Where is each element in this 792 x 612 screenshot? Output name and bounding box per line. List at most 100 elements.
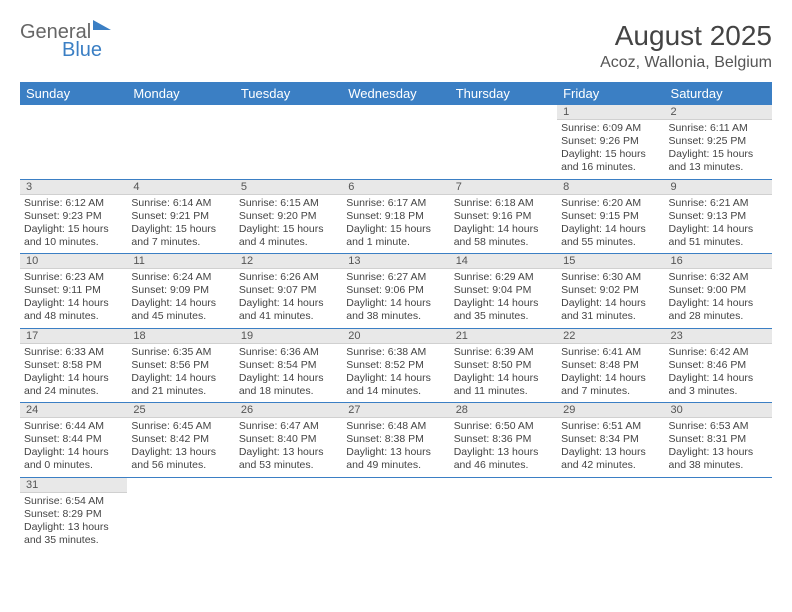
calendar-day-cell: 11Sunrise: 6:24 AMSunset: 9:09 PMDayligh…	[127, 254, 234, 329]
day-details: Sunrise: 6:51 AMSunset: 8:34 PMDaylight:…	[557, 418, 664, 477]
calendar-day-cell: 3Sunrise: 6:12 AMSunset: 9:23 PMDaylight…	[20, 179, 127, 254]
calendar-week-row: 10Sunrise: 6:23 AMSunset: 9:11 PMDayligh…	[20, 254, 772, 329]
day-details: Sunrise: 6:54 AMSunset: 8:29 PMDaylight:…	[20, 493, 127, 552]
calendar-day-cell: 14Sunrise: 6:29 AMSunset: 9:04 PMDayligh…	[450, 254, 557, 329]
day-number: 6	[342, 180, 449, 195]
weekday-header: Saturday	[665, 82, 772, 105]
day-details: Sunrise: 6:18 AMSunset: 9:16 PMDaylight:…	[450, 195, 557, 254]
calendar-table: SundayMondayTuesdayWednesdayThursdayFrid…	[20, 82, 772, 551]
day-number: 21	[450, 329, 557, 344]
day-number: 18	[127, 329, 234, 344]
header: GeneralBlue August 2025 Acoz, Wallonia, …	[20, 20, 772, 72]
day-details: Sunrise: 6:29 AMSunset: 9:04 PMDaylight:…	[450, 269, 557, 328]
day-details: Sunrise: 6:27 AMSunset: 9:06 PMDaylight:…	[342, 269, 449, 328]
day-details: Sunrise: 6:21 AMSunset: 9:13 PMDaylight:…	[665, 195, 772, 254]
day-details: Sunrise: 6:47 AMSunset: 8:40 PMDaylight:…	[235, 418, 342, 477]
calendar-day-cell	[342, 105, 449, 179]
weekday-header: Tuesday	[235, 82, 342, 105]
calendar-day-cell: 8Sunrise: 6:20 AMSunset: 9:15 PMDaylight…	[557, 179, 664, 254]
day-number: 27	[342, 403, 449, 418]
calendar-week-row: 31Sunrise: 6:54 AMSunset: 8:29 PMDayligh…	[20, 477, 772, 551]
calendar-day-cell: 25Sunrise: 6:45 AMSunset: 8:42 PMDayligh…	[127, 403, 234, 478]
day-number: 10	[20, 254, 127, 269]
day-number: 2	[665, 105, 772, 120]
calendar-day-cell: 28Sunrise: 6:50 AMSunset: 8:36 PMDayligh…	[450, 403, 557, 478]
day-number: 29	[557, 403, 664, 418]
day-details: Sunrise: 6:24 AMSunset: 9:09 PMDaylight:…	[127, 269, 234, 328]
calendar-day-cell: 6Sunrise: 6:17 AMSunset: 9:18 PMDaylight…	[342, 179, 449, 254]
calendar-week-row: 3Sunrise: 6:12 AMSunset: 9:23 PMDaylight…	[20, 179, 772, 254]
calendar-day-cell	[450, 477, 557, 551]
day-details: Sunrise: 6:39 AMSunset: 8:50 PMDaylight:…	[450, 344, 557, 403]
calendar-day-cell: 1Sunrise: 6:09 AMSunset: 9:26 PMDaylight…	[557, 105, 664, 179]
day-number: 11	[127, 254, 234, 269]
day-details: Sunrise: 6:42 AMSunset: 8:46 PMDaylight:…	[665, 344, 772, 403]
day-details: Sunrise: 6:36 AMSunset: 8:54 PMDaylight:…	[235, 344, 342, 403]
calendar-day-cell: 16Sunrise: 6:32 AMSunset: 9:00 PMDayligh…	[665, 254, 772, 329]
day-details: Sunrise: 6:12 AMSunset: 9:23 PMDaylight:…	[20, 195, 127, 254]
calendar-day-cell: 22Sunrise: 6:41 AMSunset: 8:48 PMDayligh…	[557, 328, 664, 403]
calendar-day-cell: 19Sunrise: 6:36 AMSunset: 8:54 PMDayligh…	[235, 328, 342, 403]
calendar-day-cell: 18Sunrise: 6:35 AMSunset: 8:56 PMDayligh…	[127, 328, 234, 403]
calendar-day-cell: 29Sunrise: 6:51 AMSunset: 8:34 PMDayligh…	[557, 403, 664, 478]
day-number: 8	[557, 180, 664, 195]
calendar-day-cell: 21Sunrise: 6:39 AMSunset: 8:50 PMDayligh…	[450, 328, 557, 403]
day-details: Sunrise: 6:26 AMSunset: 9:07 PMDaylight:…	[235, 269, 342, 328]
day-number: 20	[342, 329, 449, 344]
calendar-day-cell: 2Sunrise: 6:11 AMSunset: 9:25 PMDaylight…	[665, 105, 772, 179]
day-details: Sunrise: 6:50 AMSunset: 8:36 PMDaylight:…	[450, 418, 557, 477]
day-number: 3	[20, 180, 127, 195]
calendar-day-cell: 30Sunrise: 6:53 AMSunset: 8:31 PMDayligh…	[665, 403, 772, 478]
day-number: 12	[235, 254, 342, 269]
calendar-day-cell: 7Sunrise: 6:18 AMSunset: 9:16 PMDaylight…	[450, 179, 557, 254]
calendar-day-cell: 26Sunrise: 6:47 AMSunset: 8:40 PMDayligh…	[235, 403, 342, 478]
calendar-day-cell: 23Sunrise: 6:42 AMSunset: 8:46 PMDayligh…	[665, 328, 772, 403]
month-title: August 2025	[600, 20, 772, 52]
weekday-header: Friday	[557, 82, 664, 105]
calendar-day-cell	[450, 105, 557, 179]
calendar-header-row: SundayMondayTuesdayWednesdayThursdayFrid…	[20, 82, 772, 105]
calendar-day-cell: 9Sunrise: 6:21 AMSunset: 9:13 PMDaylight…	[665, 179, 772, 254]
day-details: Sunrise: 6:48 AMSunset: 8:38 PMDaylight:…	[342, 418, 449, 477]
calendar-day-cell: 5Sunrise: 6:15 AMSunset: 9:20 PMDaylight…	[235, 179, 342, 254]
calendar-week-row: 1Sunrise: 6:09 AMSunset: 9:26 PMDaylight…	[20, 105, 772, 179]
day-number: 25	[127, 403, 234, 418]
day-details: Sunrise: 6:17 AMSunset: 9:18 PMDaylight:…	[342, 195, 449, 254]
day-number: 28	[450, 403, 557, 418]
logo-text-2: Blue	[62, 39, 102, 61]
day-number: 13	[342, 254, 449, 269]
calendar-day-cell: 12Sunrise: 6:26 AMSunset: 9:07 PMDayligh…	[235, 254, 342, 329]
calendar-day-cell: 24Sunrise: 6:44 AMSunset: 8:44 PMDayligh…	[20, 403, 127, 478]
day-details: Sunrise: 6:32 AMSunset: 9:00 PMDaylight:…	[665, 269, 772, 328]
calendar-day-cell	[665, 477, 772, 551]
day-number: 17	[20, 329, 127, 344]
day-number: 23	[665, 329, 772, 344]
day-number: 30	[665, 403, 772, 418]
day-number: 1	[557, 105, 664, 120]
weekday-header: Thursday	[450, 82, 557, 105]
calendar-day-cell	[127, 477, 234, 551]
title-block: August 2025 Acoz, Wallonia, Belgium	[600, 20, 772, 72]
day-details: Sunrise: 6:09 AMSunset: 9:26 PMDaylight:…	[557, 120, 664, 179]
day-details: Sunrise: 6:41 AMSunset: 8:48 PMDaylight:…	[557, 344, 664, 403]
day-details: Sunrise: 6:20 AMSunset: 9:15 PMDaylight:…	[557, 195, 664, 254]
day-number: 31	[20, 478, 127, 493]
day-number: 22	[557, 329, 664, 344]
calendar-week-row: 17Sunrise: 6:33 AMSunset: 8:58 PMDayligh…	[20, 328, 772, 403]
calendar-day-cell	[342, 477, 449, 551]
day-number: 7	[450, 180, 557, 195]
calendar-day-cell: 15Sunrise: 6:30 AMSunset: 9:02 PMDayligh…	[557, 254, 664, 329]
day-number: 4	[127, 180, 234, 195]
calendar-day-cell: 27Sunrise: 6:48 AMSunset: 8:38 PMDayligh…	[342, 403, 449, 478]
day-number: 19	[235, 329, 342, 344]
weekday-header: Wednesday	[342, 82, 449, 105]
weekday-header: Monday	[127, 82, 234, 105]
day-details: Sunrise: 6:11 AMSunset: 9:25 PMDaylight:…	[665, 120, 772, 179]
calendar-day-cell: 4Sunrise: 6:14 AMSunset: 9:21 PMDaylight…	[127, 179, 234, 254]
day-details: Sunrise: 6:33 AMSunset: 8:58 PMDaylight:…	[20, 344, 127, 403]
calendar-day-cell	[127, 105, 234, 179]
calendar-day-cell: 10Sunrise: 6:23 AMSunset: 9:11 PMDayligh…	[20, 254, 127, 329]
day-details: Sunrise: 6:45 AMSunset: 8:42 PMDaylight:…	[127, 418, 234, 477]
logo: GeneralBlue	[20, 20, 111, 59]
calendar-body: 1Sunrise: 6:09 AMSunset: 9:26 PMDaylight…	[20, 105, 772, 551]
